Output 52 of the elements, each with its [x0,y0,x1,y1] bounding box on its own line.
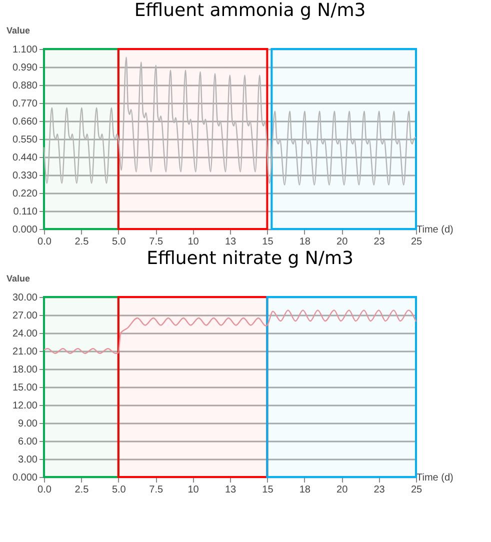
line-series [43,56,417,186]
y-tick-label: 0.110 [13,206,38,218]
y-tick-label: 15.00 [12,382,38,394]
x-tick-label: 15 [262,484,274,496]
x-tick-label: 2.5 [74,236,90,248]
y-tick-label: 12.00 [12,400,38,412]
x-tick-label: 5.0 [112,236,126,248]
x-tick-label: 2.5 [74,484,90,496]
y-tick-label: 24.00 [12,328,38,340]
x-tick-label: 25 [410,484,422,496]
y-tick-label: 0.660 [12,116,38,128]
y-tick-label: 0.990 [12,62,38,74]
y-tick-label: 0.220 [12,188,38,200]
line-series [43,310,417,354]
x-axis-title: Time (d) [416,472,454,484]
y-tick-label: 18.00 [12,364,38,376]
x-tick-label: 7.5 [149,484,164,496]
x-tick-label: 7.5 [149,236,164,248]
x-tick-label: 10 [188,236,200,248]
y-tick-label: 1.100 [12,44,38,56]
y-tick-label: 9.00 [18,418,38,430]
y-tick-label: 27.00 [12,310,38,322]
x-tick-label: 0.0 [38,236,52,248]
y-tick-label: 0.000 [12,472,38,484]
y-tick-label: 6.00 [18,436,38,448]
y-tick-label: 0.770 [12,98,38,110]
y-axis-title: Value [6,26,30,36]
x-tick-label: 18 [299,484,311,496]
y-tick-label: 21.00 [12,346,38,358]
chart-title: Effluent ammonia g N/m3 [134,0,366,21]
x-tick-label: 15 [262,236,274,248]
y-tick-label: 0.550 [12,134,38,146]
y-axis-title: Value [6,274,30,284]
y-tick-label: 0.330 [12,170,38,182]
x-tick-label: 23 [374,484,386,496]
x-tick-label: 18 [299,236,311,248]
x-tick-label: 13 [224,236,236,248]
y-tick-label: 30.00 [12,292,38,304]
x-tick-label: 25 [410,236,422,248]
x-tick-label: 20 [336,236,348,248]
x-tick-label: 23 [374,236,386,248]
y-tick-label: 0.440 [12,152,38,164]
chart-title: Effluent nitrate g N/m3 [146,248,354,269]
x-tick-label: 5.0 [112,484,126,496]
y-tick-label: 3.00 [18,454,38,466]
x-axis-title: Time (d) [416,224,454,236]
x-tick-label: 0.0 [38,484,52,496]
x-tick-label: 13 [224,484,236,496]
y-tick-label: 0.000 [12,224,38,236]
y-tick-label: 0.880 [12,80,38,92]
x-tick-label: 10 [188,484,200,496]
x-tick-label: 20 [336,484,348,496]
